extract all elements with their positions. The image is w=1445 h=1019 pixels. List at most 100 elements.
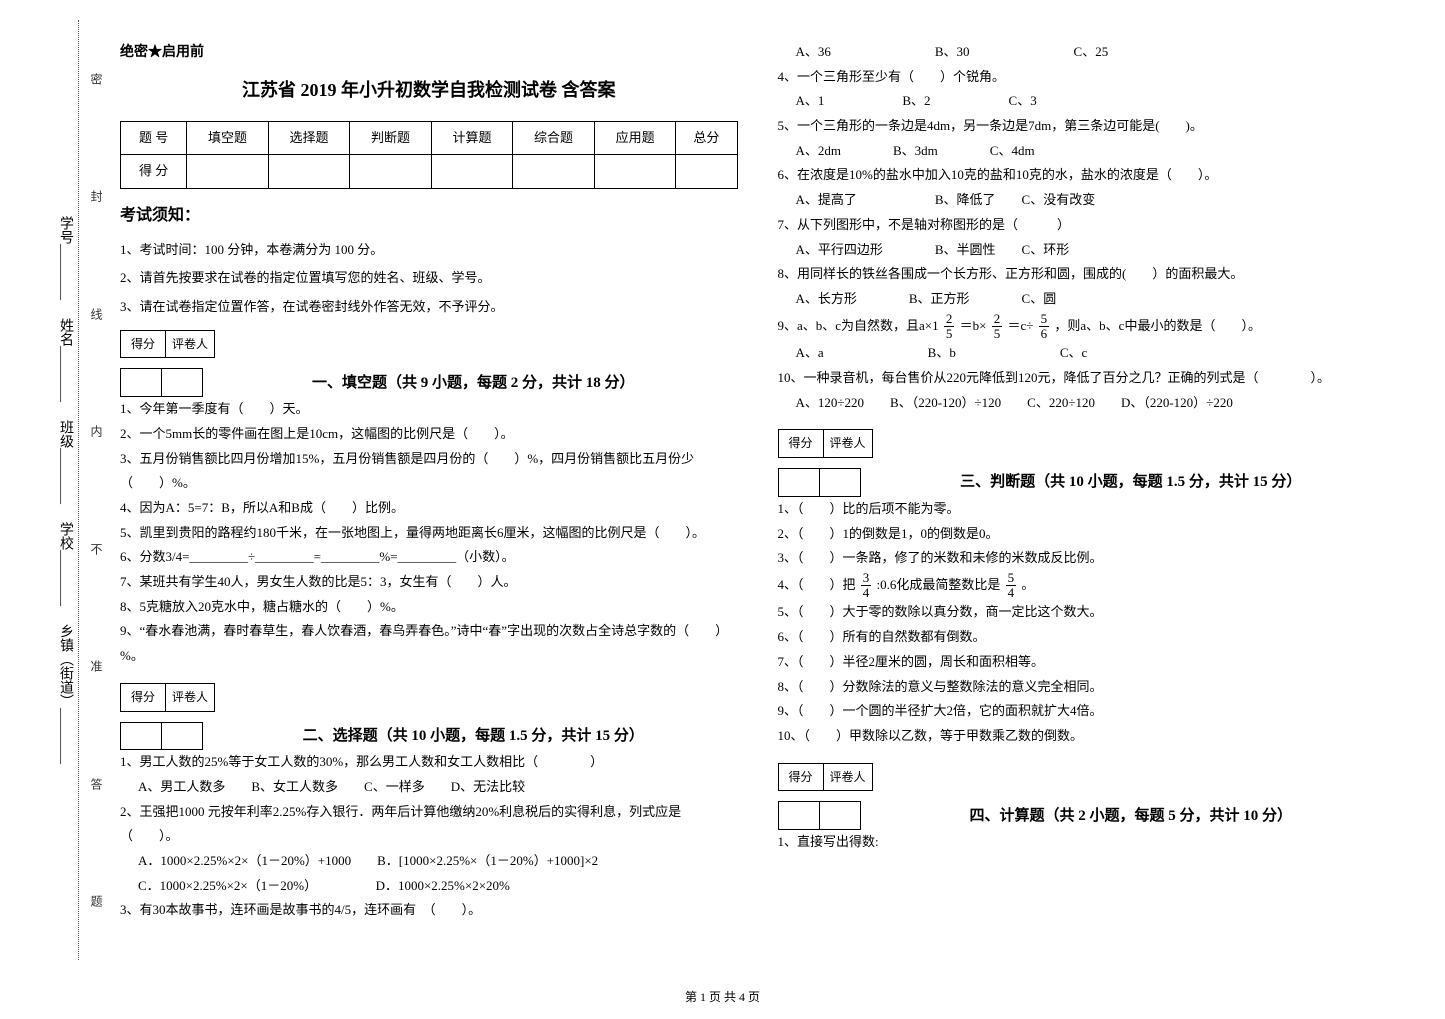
section-header-1: 得分 评卷人: [120, 330, 738, 359]
warn-char: 封: [88, 190, 105, 202]
blank-cell: [820, 802, 860, 829]
notice-item: 1、考试时间：100 分钟，本卷满分为 100 分。: [120, 238, 738, 263]
blank-cell: [162, 369, 202, 396]
right-column: A、36 B、30 C、25 4、一个三角形至少有（ ）个锐角。 A、1 B、2…: [778, 40, 1396, 989]
s2-q2-optsA: A．1000×2.25%×2×（1－20%）+1000 B．[1000×2.25…: [120, 849, 738, 874]
s4-q1: 1、直接写出得数:: [778, 830, 1396, 855]
table-row: 题 号 填空题 选择题 判断题 计算题 综合题 应用题 总分: [121, 121, 738, 155]
secret-label: 绝密★启用前: [120, 40, 738, 67]
s2-q9-opts: A、a B、b C、c: [778, 341, 1396, 366]
s2-q4-opts: A、1 B、2 C、3: [778, 89, 1396, 114]
score-marker-box: 得分 评卷人: [778, 763, 873, 792]
fraction: 2 5: [944, 312, 955, 342]
td-blank: [676, 155, 737, 189]
blank-cell: [121, 369, 162, 396]
th: 题 号: [121, 121, 187, 155]
s2-q1-opts: A、男工人数多 B、女工人数多 C、一样多 D、无法比较: [120, 775, 738, 800]
warn-char: 题: [88, 895, 105, 907]
score-marker-box: 得分 评卷人: [778, 429, 873, 458]
th: 判断题: [350, 121, 432, 155]
score-summary-table: 题 号 填空题 选择题 判断题 计算题 综合题 应用题 总分 得 分: [120, 121, 738, 189]
marker-label: 评卷人: [824, 764, 872, 791]
section-4-title: 四、计算题（共 2 小题，每题 5 分，共计 10 分）: [867, 802, 1396, 831]
binding-column: 密 封 线 内 不 准 答 题 学号________ 姓名________ 班级…: [20, 20, 110, 960]
s2-q1: 1、男工人数的25%等于女工人数的30%，那么男工人数和女工人数相比（ ）: [120, 750, 738, 775]
td-blank: [431, 155, 513, 189]
blank-cell: [162, 723, 202, 750]
blank-cell: [820, 469, 860, 496]
notice-item: 2、请首先按要求在试卷的指定位置填写您的姓名、班级、学号。: [120, 266, 738, 291]
s1-q1: 1、今年第一季度有（ ）天。: [120, 397, 738, 422]
binding-labels: 学号________ 姓名________ 班级________ 学校_____…: [55, 216, 75, 764]
section-header-3b: 三、判断题（共 10 小题，每题 1.5 分，共计 15 分）: [778, 468, 1396, 497]
content-columns: 绝密★启用前 江苏省 2019 年小升初数学自我检测试卷 含答案 题 号 填空题…: [120, 40, 1395, 989]
fraction: 5 4: [1006, 571, 1017, 601]
score-marker-blank: [778, 468, 861, 497]
s3-q1: 1、（ ）比的后项不能为零。: [778, 497, 1396, 522]
seal-dotted-line: [78, 20, 79, 960]
section-1-title: 一、填空题（共 9 小题，每题 2 分，共计 18 分）: [209, 369, 738, 398]
s2-q5: 5、一个三角形的一条边是4dm，另一条边是7dm，第三条边可能是( )。: [778, 114, 1396, 139]
s2-q7-opts: A、平行四边形 B、半圆性 C、环形: [778, 238, 1396, 263]
township-label: 乡镇（街道）________: [55, 624, 75, 764]
section-3-title: 三、判断题（共 10 小题，每题 1.5 分，共计 15 分）: [867, 468, 1396, 497]
warn-char: 内: [88, 425, 105, 437]
section-header-1b: 一、填空题（共 9 小题，每题 2 分，共计 18 分）: [120, 368, 738, 397]
class-label: 班级________: [55, 420, 75, 504]
exam-notice-title: 考试须知：: [120, 201, 738, 231]
th: 填空题: [187, 121, 269, 155]
th: 计算题: [431, 121, 513, 155]
left-column: 绝密★启用前 江苏省 2019 年小升初数学自我检测试卷 含答案 题 号 填空题…: [120, 40, 738, 989]
s2-q8-opts: A、长方形 B、正方形 C、圆: [778, 287, 1396, 312]
score-marker-blank: [778, 801, 861, 830]
s1-q9: 9、“春水春池满，春时春草生，春人饮春酒，春鸟弄春色。”诗中“春”字出现的次数占…: [120, 619, 738, 668]
s1-q3: 3、五月份销售额比四月份增加15%，五月份销售额是四月份的（ ）%，四月份销售额…: [120, 447, 738, 496]
section-header-2: 得分 评卷人: [120, 683, 738, 712]
s2-q10: 10、一种录音机，每台售价从220元降低到120元，降低了百分之几？正确的列式是…: [778, 366, 1396, 391]
section-2-title: 二、选择题（共 10 小题，每题 1.5 分，共计 15 分）: [209, 722, 738, 751]
s1-q4: 4、因为A：5=7：B，所以A和B成（ ）比例。: [120, 496, 738, 521]
s2-q7: 7、从下列图形中，不是轴对称图形的是（ ）: [778, 213, 1396, 238]
s2-q2-optsC: C．1000×2.25%×2×（1－20%） D．1000×2.25%×2×20…: [120, 874, 738, 899]
td-blank: [513, 155, 595, 189]
s1-q7: 7、某班共有学生40人，男女生人数的比是5：3，女生有（ ）人。: [120, 570, 738, 595]
td-blank: [268, 155, 350, 189]
section-header-2b: 二、选择题（共 10 小题，每题 1.5 分，共计 15 分）: [120, 722, 738, 751]
score-label: 得分: [121, 331, 166, 358]
th: 综合题: [513, 121, 595, 155]
s2-q9: 9、a、b、c为自然数，且a×1 2 5 ＝b× 2 5 ＝c÷ 5 6 ，则a…: [778, 312, 1396, 342]
s1-q6: 6、分数3/4=_________÷_________=_________%=_…: [120, 545, 738, 570]
s1-q2: 2、一个5mm长的零件画在图上是10cm，这幅图的比例尺是（ ）。: [120, 422, 738, 447]
s2-q2: 2、王强把1000 元按年利率2.25%存入银行．两年后计算他缴纳20%利息税后…: [120, 800, 738, 849]
s2-q5-opts: A、2dm B、3dm C、4dm: [778, 139, 1396, 164]
s2-q8: 8、用同样长的铁丝各围成一个长方形、正方形和圆，围成的( ）的面积最大。: [778, 262, 1396, 287]
s2-q6: 6、在浓度是10%的盐水中加入10克的盐和10克的水，盐水的浓度是（ ）。: [778, 163, 1396, 188]
s3-q10: 10、（ ）甲数除以乙数，等于甲数乘乙数的倒数。: [778, 724, 1396, 749]
section-header-3: 得分 评卷人: [778, 429, 1396, 458]
s3-q7: 7、（ ）半径2厘米的圆，周长和面积相等。: [778, 650, 1396, 675]
s3-q6: 6、（ ）所有的自然数都有倒数。: [778, 625, 1396, 650]
score-label: 得分: [779, 430, 824, 457]
paper-title: 江苏省 2019 年小升初数学自我检测试卷 含答案: [120, 73, 738, 107]
s2-q6-opts: A、提高了 B、降低了 C、没有改变: [778, 188, 1396, 213]
s3-q4: 4、（ ）把 3 4 :0.6化成最简整数比是 5 4 。: [778, 571, 1396, 601]
warn-char: 不: [88, 543, 105, 555]
td-label: 得 分: [121, 155, 187, 189]
score-marker-blank: [120, 368, 203, 397]
table-row: 得 分: [121, 155, 738, 189]
score-marker-blank: [120, 722, 203, 751]
s2-q3: 3、有30本故事书，连环画是故事书的4/5，连环画有 （ ）。: [120, 898, 738, 923]
warn-char: 密: [88, 73, 105, 85]
th: 总分: [676, 121, 737, 155]
section-header-4b: 四、计算题（共 2 小题，每题 5 分，共计 10 分）: [778, 801, 1396, 830]
s2-q4: 4、一个三角形至少有（ ）个锐角。: [778, 65, 1396, 90]
seal-warning-text: 密 封 线 内 不 准 答 题: [88, 20, 105, 960]
td-blank: [187, 155, 269, 189]
blank-cell: [121, 723, 162, 750]
score-label: 得分: [779, 764, 824, 791]
fraction: 2 5: [992, 312, 1003, 342]
notice-item: 3、请在试卷指定位置作答，在试卷密封线外作答无效，不予评分。: [120, 295, 738, 320]
s2-q3-opts: A、36 B、30 C、25: [778, 40, 1396, 65]
warn-char: 准: [88, 660, 105, 672]
warn-char: 线: [88, 308, 105, 320]
